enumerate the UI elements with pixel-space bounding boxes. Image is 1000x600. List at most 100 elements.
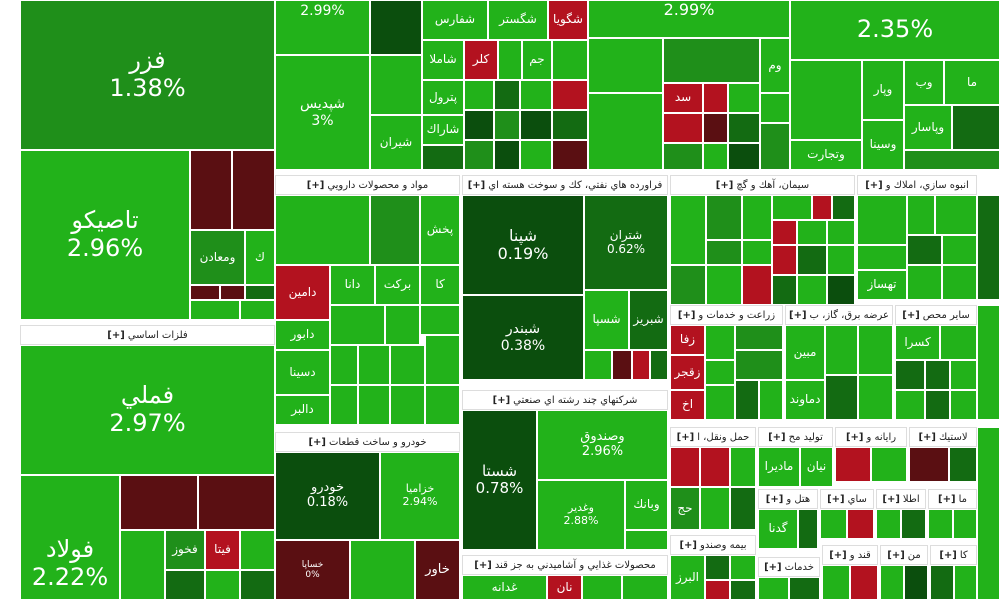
tile-small[interactable]: [735, 380, 759, 420]
tile-nian[interactable]: نيان: [800, 447, 833, 487]
tile-small[interactable]: [240, 300, 275, 320]
tile-small[interactable]: [370, 195, 420, 265]
sector-header[interactable]: [+] بيمه وصندو: [670, 535, 756, 555]
tile-pakhsh[interactable]: پخش: [420, 195, 460, 265]
tile-small[interactable]: [588, 93, 663, 170]
tile-small[interactable]: [909, 447, 949, 482]
tile-dsina[interactable]: دسينا: [275, 350, 330, 395]
tile-vasina[interactable]: وسينا: [862, 120, 904, 170]
tile-dabour[interactable]: دابور: [275, 320, 330, 350]
tile-small[interactable]: [871, 447, 907, 482]
tile-small[interactable]: [904, 565, 928, 600]
tile-small[interactable]: [930, 565, 954, 600]
tile-small[interactable]: [703, 83, 728, 113]
tile-small[interactable]: [825, 325, 858, 375]
tile-small[interactable]: [758, 577, 789, 600]
tile-small[interactable]: [772, 245, 797, 275]
tile-khavar[interactable]: خاور: [415, 540, 460, 600]
tile-small[interactable]: [950, 390, 977, 420]
tile-damin[interactable]: دامين: [275, 265, 330, 320]
tile-shgostar[interactable]: شگستر: [488, 0, 548, 40]
tile-small[interactable]: [789, 577, 820, 600]
tile-small[interactable]: [120, 475, 198, 530]
tile-ma[interactable]: ما: [944, 60, 1000, 105]
tile-small[interactable]: [494, 80, 520, 110]
tile-small[interactable]: [670, 447, 700, 487]
tile-alborz[interactable]: البرز: [670, 555, 705, 600]
tile-fakhuz[interactable]: فخوز: [165, 530, 205, 570]
sector-header[interactable]: [+] خدمات: [758, 557, 820, 577]
tile-vaghadir[interactable]: وغدير 2.88%: [537, 480, 625, 550]
tile-small[interactable]: [760, 93, 790, 123]
sector-header[interactable]: [+] زراعت و خدمات و: [670, 305, 783, 325]
tile-small[interactable]: [650, 350, 668, 380]
tile-small[interactable]: [584, 350, 612, 380]
tile-small[interactable]: [625, 530, 668, 550]
sector-header[interactable]: [+] لاستيك: [909, 427, 977, 447]
tile-vab[interactable]: وب: [904, 60, 944, 105]
sector-header[interactable]: [+] من: [880, 545, 928, 565]
tile-small[interactable]: [730, 487, 756, 530]
tile-small[interactable]: [925, 360, 950, 390]
tile-akh[interactable]: اخ: [670, 390, 705, 420]
tile-small[interactable]: [552, 40, 588, 80]
tile-damavand[interactable]: دماوند: [785, 380, 825, 420]
tile-small[interactable]: [706, 265, 742, 305]
tile-small[interactable]: [498, 40, 522, 80]
tile-pct-299[interactable]: 2.99%: [275, 0, 370, 55]
tile-vamaaden[interactable]: ومعادن: [190, 230, 245, 285]
tile-small[interactable]: [420, 305, 460, 335]
tile-small[interactable]: [925, 390, 950, 420]
tile-small[interactable]: [232, 150, 275, 230]
tile-small[interactable]: [952, 105, 1000, 150]
tile-small[interactable]: [425, 385, 460, 425]
tile-small[interactable]: [835, 447, 871, 482]
tile-barekat[interactable]: بركت: [375, 265, 420, 305]
tile-pct-235[interactable]: 2.35%: [790, 0, 1000, 60]
tile-small[interactable]: [895, 390, 925, 420]
tile-small[interactable]: [670, 265, 706, 305]
tile-small[interactable]: [663, 38, 760, 83]
sector-header[interactable]: [+] ساي: [820, 489, 874, 509]
tile-small[interactable]: [907, 265, 942, 300]
tile-small[interactable]: [190, 150, 232, 230]
tile-small[interactable]: [706, 195, 742, 240]
tile-small[interactable]: [358, 385, 390, 425]
tile-mobin[interactable]: مبين: [785, 325, 825, 380]
tile-small[interactable]: [822, 565, 850, 600]
tile-petrol[interactable]: پترول: [422, 80, 464, 115]
sector-header[interactable]: [+] هتل و: [758, 489, 818, 509]
tile-small[interactable]: [880, 565, 904, 600]
sector-header[interactable]: [+] ما: [928, 489, 977, 509]
tile-small[interactable]: [953, 509, 977, 539]
tile-small[interactable]: [582, 575, 622, 600]
tile-small[interactable]: [552, 110, 588, 140]
tile-small[interactable]: [700, 487, 730, 530]
tile-small[interactable]: [425, 335, 460, 385]
tile-shgooya[interactable]: شگويا: [548, 0, 588, 40]
tile-small[interactable]: [977, 195, 1000, 300]
tile-small[interactable]: [772, 220, 797, 245]
tile-small[interactable]: [205, 570, 240, 600]
tile-small[interactable]: [977, 427, 1000, 600]
sector-header[interactable]: [+] كا: [930, 545, 977, 565]
tile-small[interactable]: [705, 325, 735, 360]
tile-small[interactable]: [728, 143, 760, 170]
tile-shabandar[interactable]: شبندر 0.38%: [462, 295, 584, 380]
tile-small[interactable]: [663, 113, 703, 143]
sector-header[interactable]: [+] عرضه برق، گاز، ب: [785, 305, 893, 325]
tile-small[interactable]: [759, 380, 783, 420]
tile-khazamia[interactable]: خزاميا 2.94%: [380, 452, 460, 540]
tile-small[interactable]: [358, 345, 390, 385]
tile-fita[interactable]: فيتا: [205, 530, 240, 570]
tile-small[interactable]: [700, 447, 730, 487]
tile-small[interactable]: [728, 113, 760, 143]
tile-jam[interactable]: جم: [522, 40, 552, 80]
tile-kasra[interactable]: كسرا: [895, 325, 940, 360]
tile-tehsaz[interactable]: تهساز: [857, 270, 907, 300]
tile-small[interactable]: [858, 375, 893, 420]
tile-vatejarat[interactable]: وتجارت: [790, 140, 862, 170]
tile-small[interactable]: [552, 80, 588, 110]
tile-dana[interactable]: دانا: [330, 265, 375, 305]
sector-header[interactable]: [+] رايانه و: [835, 427, 907, 447]
